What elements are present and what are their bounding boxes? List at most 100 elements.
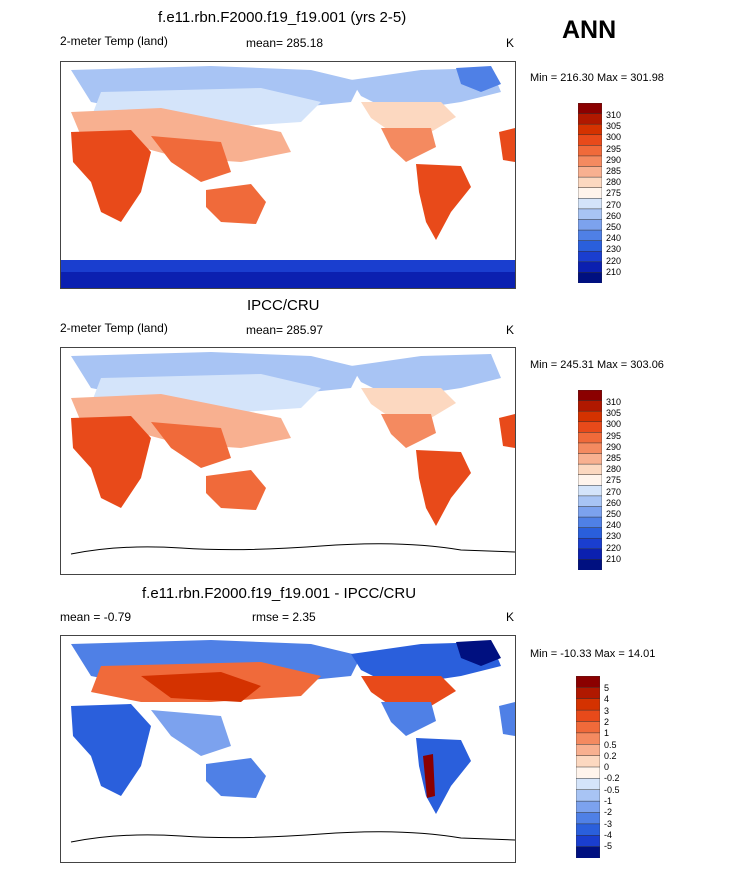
panel-model-variable: 2-meter Temp (land) xyxy=(60,34,168,48)
colorbar-swatch xyxy=(577,432,603,444)
diff-colorbar-svg xyxy=(575,675,601,859)
colorbar-swatch xyxy=(577,495,603,508)
colorbar-swatch xyxy=(577,548,603,561)
north-america-south xyxy=(381,414,436,448)
colorbar-swatch xyxy=(575,721,601,734)
antarctica-coastline xyxy=(70,831,515,843)
colorbar-tick-label: 1 xyxy=(604,728,610,739)
colorbar-swatch xyxy=(577,527,603,539)
colorbar-swatch xyxy=(577,240,603,252)
colorbar-tick-label: 240 xyxy=(606,233,622,244)
colorbar-tick-label: 310 xyxy=(606,397,622,407)
colorbar-tick-label: -0.5 xyxy=(604,784,620,795)
colorbar-swatch xyxy=(577,421,603,434)
colorbar-tick-label: 290 xyxy=(606,154,622,165)
colorbar-swatch xyxy=(577,208,603,221)
colorbar-tick-label: 4 xyxy=(604,694,610,705)
colorbar-tick-label: -2 xyxy=(604,807,613,818)
panel-diff-map xyxy=(60,635,516,863)
colorbar-swatch xyxy=(577,219,603,231)
season-label: ANN xyxy=(562,16,617,44)
colorbar-tick-label: 250 xyxy=(606,509,622,519)
colorbar-swatch xyxy=(577,145,603,157)
colorbar-tick-label: 220 xyxy=(606,255,622,266)
south-america-region xyxy=(416,164,471,240)
africa-region xyxy=(71,704,151,796)
africa-region xyxy=(71,416,151,508)
colorbar-tick-label: -4 xyxy=(604,829,613,840)
colorbar-tick-label: 260 xyxy=(606,497,622,508)
south-asia-region xyxy=(151,710,231,756)
panel-obs-title: IPCC/CRU xyxy=(247,297,320,314)
colorbar-swatch xyxy=(577,516,603,529)
colorbar-tick-label: 285 xyxy=(606,453,622,463)
north-america-mid xyxy=(361,676,456,706)
colorbar-tick-label: 2 xyxy=(604,716,610,727)
panel-obs-minmax: Min = 245.31 Max = 303.06 xyxy=(530,359,664,371)
colorbar-swatch xyxy=(575,687,601,700)
colorbar-tick-label: 210 xyxy=(606,553,622,564)
colorbar-tick-label: 230 xyxy=(606,244,622,255)
colorbar-swatch xyxy=(577,113,603,125)
colorbar-swatch xyxy=(577,102,603,115)
panel-obs-map xyxy=(60,347,516,575)
panel-model-colorbar xyxy=(577,102,603,288)
antarctica-interior xyxy=(61,272,515,288)
colorbar-tick-label: 260 xyxy=(606,210,622,221)
south-america-region xyxy=(416,450,471,526)
colorbar-swatch xyxy=(577,400,603,412)
colorbar-tick-label: 280 xyxy=(606,177,622,188)
colorbar-tick-label: 295 xyxy=(606,430,622,441)
colorbar-swatch xyxy=(577,176,603,189)
colorbar-swatch xyxy=(575,800,601,814)
greenland-region xyxy=(456,66,501,92)
panel-obs-variable: 2-meter Temp (land) xyxy=(60,321,168,335)
colorbar-tick-label: 295 xyxy=(606,143,622,154)
colorbar-tick-label: 300 xyxy=(606,132,622,143)
panel-diff-rmse: rmse = 2.35 xyxy=(252,610,316,624)
colorbar-swatch xyxy=(575,732,601,745)
colorbar-swatch xyxy=(575,698,601,711)
colorbar-tick-label: 270 xyxy=(606,486,622,497)
south-america-region xyxy=(416,738,471,814)
obs-map-svg xyxy=(70,352,515,555)
africa-east-edge xyxy=(499,702,515,736)
colorbar-swatch xyxy=(577,506,603,518)
colorbar-swatch xyxy=(577,229,603,242)
greenland-region xyxy=(456,640,501,666)
australia-region xyxy=(206,184,266,224)
colorbar-tick-label: 275 xyxy=(606,475,622,486)
diff-map-svg xyxy=(70,640,515,843)
panel-diff-colorbar xyxy=(575,675,601,863)
panel-diff-units: K xyxy=(506,610,515,624)
panel-model-units: K xyxy=(506,36,515,50)
panel-obs-units: K xyxy=(506,323,515,337)
colorbar-swatch xyxy=(577,559,603,571)
colorbar-swatch xyxy=(577,261,603,274)
colorbar-tick-label: 0.2 xyxy=(604,750,617,761)
colorbar-swatch xyxy=(575,709,601,723)
colorbar-tick-label: 300 xyxy=(606,419,622,430)
panel-obs-mean: mean= 285.97 xyxy=(246,323,324,337)
colorbar-tick-label: 280 xyxy=(606,464,622,475)
colorbar-swatch xyxy=(577,474,603,487)
panel-model-minmax: Min = 216.30 Max = 301.98 xyxy=(530,72,664,84)
colorbar-tick-label: 310 xyxy=(606,110,622,120)
colorbar-tick-label: 305 xyxy=(606,121,622,132)
colorbar-swatch xyxy=(575,755,601,768)
colorbar-swatch xyxy=(577,250,603,263)
antarctica-coastline xyxy=(70,543,515,555)
central-asia-hotspot xyxy=(141,672,261,702)
colorbar-tick-label: 0 xyxy=(604,762,610,773)
australia-region xyxy=(206,470,266,510)
colorbar-swatch xyxy=(577,123,603,136)
colorbar-tick-label: 275 xyxy=(606,188,622,199)
colorbar-swatch xyxy=(577,134,603,147)
africa-region xyxy=(71,130,151,222)
colorbar-swatch xyxy=(577,198,603,210)
panel-model-mean: mean= 285.18 xyxy=(246,36,324,50)
colorbar-swatch xyxy=(575,812,601,825)
andes-hotspot xyxy=(423,754,435,798)
colorbar-tick-label: -5 xyxy=(604,841,613,852)
panel-diff-mean: mean = -0.79 xyxy=(60,610,132,624)
